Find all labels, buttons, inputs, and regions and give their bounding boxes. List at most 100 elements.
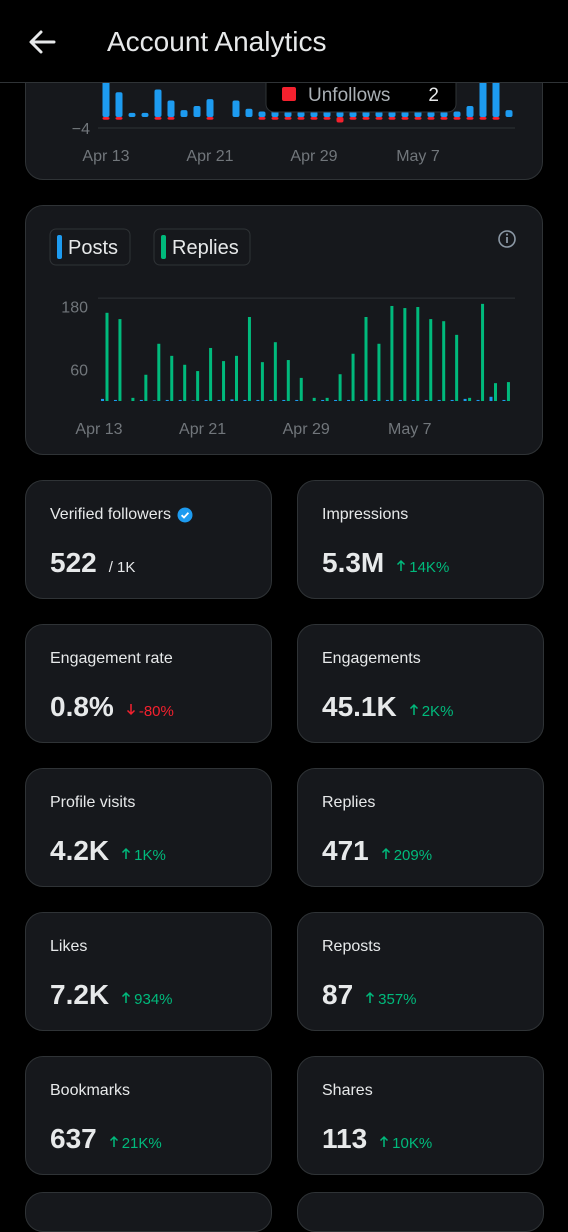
metric-change-text: 21K% — [122, 1135, 162, 1152]
bar — [114, 400, 117, 401]
bar — [166, 400, 169, 401]
x-tick-label: Apr 13 — [82, 148, 129, 165]
arrow-up — [381, 847, 391, 860]
info-icon-dot — [506, 233, 508, 235]
partial-card — [297, 1192, 544, 1232]
bar — [155, 90, 162, 118]
x-tick-label: Apr 21 — [179, 421, 226, 438]
metric-suffix: / 1K — [109, 559, 136, 576]
bar — [490, 397, 493, 401]
bar — [103, 117, 110, 120]
metric-card[interactable]: Profile visits 4.2K 1K% — [25, 768, 272, 887]
metric-label: Profile visits — [50, 794, 135, 812]
arrow-up — [365, 991, 375, 1004]
bar — [298, 117, 305, 120]
arrow-up — [109, 1135, 119, 1148]
bar — [142, 113, 149, 117]
bar — [282, 400, 285, 401]
bar — [131, 398, 134, 401]
bar — [377, 344, 380, 401]
bar — [403, 308, 406, 401]
bar — [313, 398, 316, 401]
tooltip-label: Unfollows — [308, 85, 390, 106]
bar — [140, 400, 143, 401]
bar — [231, 399, 234, 401]
metric-change: 1K% — [121, 847, 166, 864]
bar — [415, 117, 422, 120]
metric-change-text: 209% — [394, 847, 432, 864]
bar — [243, 400, 246, 401]
arrow-up — [121, 847, 131, 860]
bar — [168, 101, 175, 118]
bar — [373, 400, 376, 401]
bar — [428, 117, 435, 120]
bar — [477, 400, 480, 401]
bar — [300, 378, 303, 401]
metric-value: 522 — [50, 547, 97, 579]
metric-label: Reposts — [322, 938, 381, 956]
metric-card[interactable]: Verified followers 522 / 1K — [25, 480, 272, 599]
bar — [101, 399, 104, 401]
legend-label: Replies — [172, 237, 239, 259]
bar — [194, 106, 201, 117]
bar — [334, 400, 337, 401]
bar — [209, 348, 212, 401]
bar — [259, 117, 266, 120]
metric-label: Likes — [50, 938, 87, 956]
bar — [274, 342, 277, 401]
metric-change-text: -80% — [139, 703, 174, 720]
metric-change: 209% — [381, 847, 432, 864]
bar — [205, 400, 208, 401]
metric-label: Verified followers — [50, 506, 193, 524]
metric-card[interactable]: Replies 471 209% — [297, 768, 544, 887]
bar — [272, 117, 279, 120]
bar — [129, 113, 136, 117]
bar — [365, 317, 368, 401]
bar — [222, 361, 225, 401]
metric-value: 4.2K — [50, 835, 109, 867]
y-tick-label: 180 — [61, 300, 88, 317]
bar — [429, 319, 432, 401]
bar — [467, 117, 474, 120]
bar — [416, 307, 419, 401]
bar — [467, 106, 474, 117]
bar — [337, 117, 344, 123]
y-tick-label: −4 — [72, 121, 90, 138]
metric-value: 471 — [322, 835, 369, 867]
metric-label-text: Replies — [322, 794, 375, 812]
bar — [261, 362, 264, 401]
bar — [350, 117, 357, 120]
partial-card — [25, 1192, 272, 1232]
bar — [118, 319, 121, 401]
bar — [153, 400, 156, 401]
bar — [116, 92, 123, 117]
legend-label: Posts — [68, 237, 118, 259]
metric-label-text: Impressions — [322, 506, 408, 524]
bar — [386, 400, 389, 401]
metric-label-text: Likes — [50, 938, 87, 956]
metric-value: 87 — [322, 979, 353, 1011]
metric-change-text: 10K% — [392, 1135, 432, 1152]
arrow-down — [126, 703, 136, 716]
back-button[interactable] — [22, 22, 62, 62]
metric-label: Replies — [322, 794, 375, 812]
bar — [506, 110, 513, 117]
legend-swatch — [57, 235, 62, 259]
bar — [246, 109, 253, 117]
bar — [285, 117, 292, 120]
metric-label: Bookmarks — [50, 1082, 130, 1100]
metric-row: 471 209% — [322, 835, 432, 867]
bar — [502, 400, 505, 401]
bar — [464, 399, 467, 401]
